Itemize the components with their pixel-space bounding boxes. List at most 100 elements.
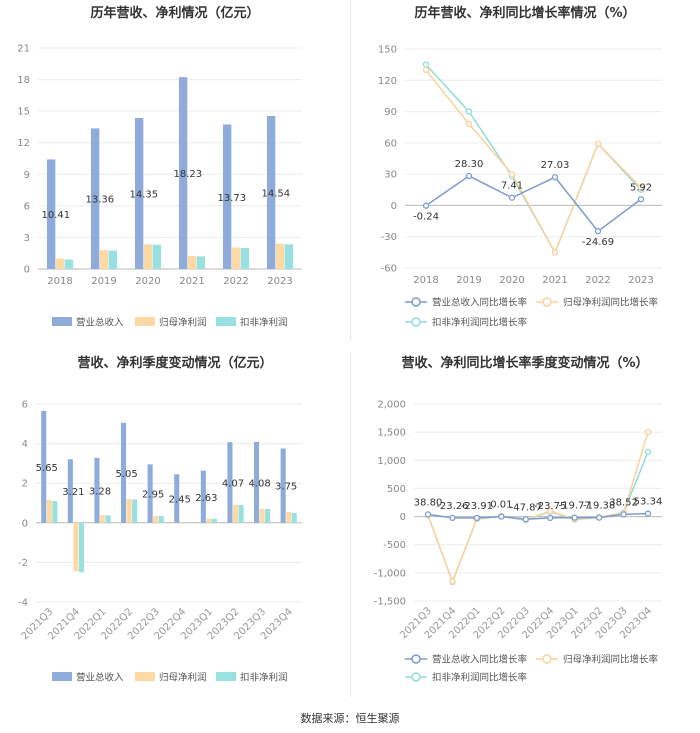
series-point bbox=[508, 170, 516, 178]
legend-marker bbox=[411, 672, 421, 682]
y-tick-label: -1,500 bbox=[374, 597, 406, 608]
bar-deducted-profit bbox=[78, 522, 84, 573]
point-data-label: 7.41 bbox=[501, 181, 523, 192]
series-line-1 bbox=[425, 69, 642, 255]
bar-deducted-profit bbox=[158, 515, 164, 523]
chart-title: 历年营收、净利同比增长率情况（%） bbox=[414, 5, 635, 21]
y-tick-label: 18 bbox=[17, 75, 30, 86]
bar-revenue bbox=[94, 457, 100, 523]
bar-data-label: 10.41 bbox=[41, 210, 70, 221]
bar-net-profit bbox=[286, 511, 292, 523]
bar-revenue bbox=[67, 459, 73, 523]
series-point bbox=[644, 510, 652, 517]
bar-deducted-profit bbox=[291, 512, 297, 523]
series-point bbox=[449, 578, 456, 585]
bar-revenue bbox=[41, 410, 47, 523]
point-data-label: -23.91 bbox=[461, 501, 493, 512]
point-data-label: 28.30 bbox=[455, 159, 484, 170]
bar-data-label: 18.23 bbox=[173, 169, 202, 180]
y-tick-label: 2 bbox=[22, 479, 28, 490]
series-point bbox=[465, 120, 473, 128]
bar-data-label: 2.95 bbox=[142, 490, 164, 501]
x-tick-label: 2019 bbox=[91, 276, 116, 287]
series-point bbox=[620, 511, 627, 518]
chart-title: 历年营收、净利情况（亿元） bbox=[90, 5, 259, 21]
x-tick-label: 2021 bbox=[542, 275, 567, 286]
legend-swatch bbox=[52, 317, 72, 326]
series-point bbox=[422, 202, 430, 209]
series-point bbox=[594, 140, 602, 148]
x-tick-label: 2022 bbox=[223, 276, 248, 287]
bar-data-label: 3.75 bbox=[275, 482, 297, 493]
chart-title: 营收、净利同比增长率季度变动情况（%） bbox=[401, 355, 648, 371]
y-tick-label: 0 bbox=[22, 518, 28, 529]
series-point bbox=[594, 228, 602, 235]
y-tick-label: -30 bbox=[381, 232, 397, 243]
bar-revenue bbox=[227, 442, 233, 523]
y-tick-label: 0 bbox=[391, 201, 397, 212]
point-data-label: 53.34 bbox=[634, 497, 663, 508]
quarterly-revenue-profit-svg: 营收、净利季度变动情况（亿元）-4-202465.652021Q33.21202… bbox=[18, 355, 302, 684]
bar-deducted-profit bbox=[265, 508, 271, 523]
y-tick-label: 1,500 bbox=[377, 428, 406, 439]
bar-revenue bbox=[174, 474, 180, 523]
legend-marker bbox=[411, 297, 421, 307]
bar-net-profit bbox=[232, 504, 239, 523]
bar-revenue bbox=[200, 470, 206, 523]
series-point bbox=[571, 514, 578, 521]
bar-net-profit bbox=[187, 255, 197, 269]
y-tick-label: 1,000 bbox=[377, 456, 406, 467]
bar-net-profit bbox=[153, 515, 159, 523]
quarterly-growth-rate-chart: 营收、净利同比增长率季度变动情况（%） -1,500 -1,000 -500 0 500 1… bbox=[350, 350, 700, 700]
bar-deducted-profit bbox=[152, 244, 162, 269]
y-tick-label: 90 bbox=[384, 107, 397, 118]
bar-revenue bbox=[222, 124, 232, 270]
y-tick-label: 21 bbox=[17, 44, 30, 55]
bar-data-label: 13.36 bbox=[85, 195, 114, 206]
bar-revenue bbox=[121, 422, 127, 523]
legend-label: 归母净利润同比增长率 bbox=[563, 297, 659, 309]
legend-label: 归母净利润同比增长率 bbox=[563, 654, 659, 666]
series-point bbox=[422, 66, 430, 74]
legend-label: 营业总收入同比增长率 bbox=[432, 297, 528, 309]
bar-data-label: 14.54 bbox=[261, 188, 290, 199]
y-tick-label: 4 bbox=[22, 439, 28, 450]
legend-marker bbox=[411, 654, 421, 664]
y-tick-label: -4 bbox=[18, 598, 28, 609]
series-point bbox=[547, 514, 554, 522]
bar-deducted-profit bbox=[284, 244, 294, 269]
bar-revenue bbox=[254, 442, 260, 523]
legend-label: 扣非净利润 bbox=[240, 317, 288, 329]
annual-revenue-profit-chart: 历年营收、净利情况（亿元） 0 3 6 9 12 15 18 21 10.41 2018 13.36 2… bbox=[0, 0, 350, 350]
y-tick-label: -2 bbox=[18, 558, 28, 569]
x-tick-label: 2018 bbox=[413, 275, 438, 286]
bar-net-profit bbox=[55, 258, 65, 269]
bar-net-profit bbox=[46, 500, 52, 523]
point-data-label: 38.80 bbox=[414, 497, 443, 508]
series-point bbox=[551, 249, 559, 256]
x-tick-label: 2018 bbox=[47, 276, 72, 287]
series-line-0 bbox=[427, 512, 649, 521]
x-tick-label: 2023 bbox=[628, 275, 653, 286]
legend-swatch bbox=[52, 672, 72, 681]
series-point bbox=[508, 194, 516, 201]
bar-net-profit bbox=[231, 247, 241, 269]
bar-deducted-profit bbox=[211, 518, 217, 523]
bar-net-profit bbox=[73, 522, 79, 572]
y-tick-label: 150 bbox=[378, 45, 397, 56]
legend-label: 归母净利润 bbox=[159, 317, 207, 329]
legend-marker bbox=[542, 297, 552, 307]
series-point bbox=[422, 61, 430, 68]
bar-net-profit bbox=[259, 508, 265, 523]
x-tick-label: 2023 bbox=[267, 276, 292, 287]
legend-swatch bbox=[135, 317, 155, 326]
bar-data-label: 2.45 bbox=[169, 495, 191, 506]
y-tick-label: 60 bbox=[384, 138, 397, 149]
series-point bbox=[644, 448, 652, 455]
legend-marker bbox=[411, 317, 421, 327]
bar-deducted-profit bbox=[185, 522, 191, 523]
x-tick-label: 2019 bbox=[456, 275, 481, 286]
annual-growth-rate-chart: 历年营收、净利同比增长率情况（%） -60 -30 0 30 60 90 120 150 -0.2… bbox=[350, 0, 700, 350]
y-tick-label: 500 bbox=[387, 484, 406, 495]
series-line-0 bbox=[425, 175, 642, 233]
